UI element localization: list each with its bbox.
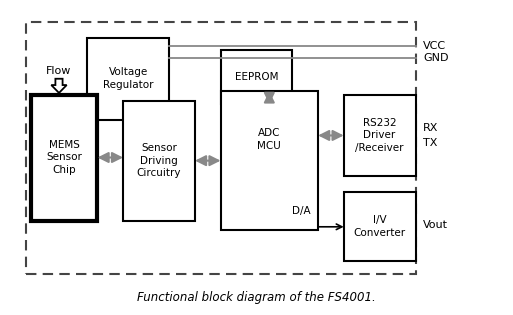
- Text: MEMS
Sensor
Chip: MEMS Sensor Chip: [46, 140, 82, 175]
- Text: ADC
MCU: ADC MCU: [258, 129, 281, 151]
- Text: I/V
Converter: I/V Converter: [353, 215, 406, 238]
- Bar: [87, 38, 169, 120]
- Bar: [221, 50, 292, 104]
- Text: Voltage
Regulator: Voltage Regulator: [103, 67, 153, 90]
- Bar: [31, 94, 97, 220]
- Text: VCC: VCC: [423, 41, 446, 51]
- Bar: [123, 101, 195, 220]
- Text: Sensor
Driving
Circuitry: Sensor Driving Circuitry: [137, 143, 181, 179]
- Text: D/A: D/A: [292, 206, 310, 216]
- Polygon shape: [51, 79, 67, 93]
- Bar: [344, 94, 416, 176]
- Text: GND: GND: [423, 53, 449, 63]
- Text: Functional block diagram of the FS4001.: Functional block diagram of the FS4001.: [137, 291, 376, 304]
- Text: Flow: Flow: [46, 66, 72, 76]
- Text: EEPROM: EEPROM: [235, 72, 278, 82]
- Text: TX: TX: [423, 138, 438, 148]
- Bar: [344, 192, 416, 261]
- Text: RX: RX: [423, 123, 439, 133]
- Bar: [221, 91, 318, 230]
- Text: RS232
Driver
/Receiver: RS232 Driver /Receiver: [356, 117, 404, 153]
- Text: Vout: Vout: [423, 220, 448, 230]
- Bar: [26, 22, 416, 274]
